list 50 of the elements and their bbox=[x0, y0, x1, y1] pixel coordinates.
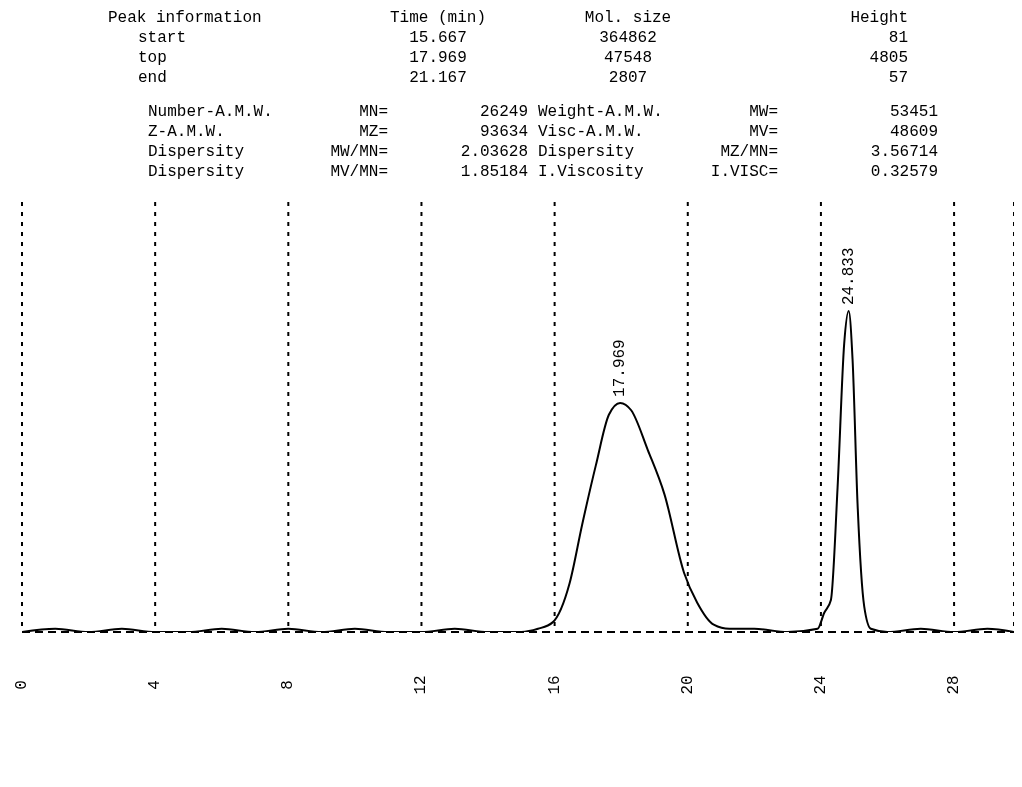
text: Time (min) bbox=[389, 8, 487, 28]
text: Z-A.M.W. bbox=[148, 122, 226, 142]
text: 0.32579 bbox=[869, 162, 938, 182]
text: Number-A.M.W. bbox=[148, 102, 274, 122]
text: MV/MN= bbox=[329, 162, 388, 182]
text: 2807 bbox=[607, 68, 649, 88]
annotation: 24.833 bbox=[839, 247, 858, 306]
text: 48609 bbox=[889, 122, 938, 142]
text: MN= bbox=[358, 102, 388, 122]
text: MZ= bbox=[358, 122, 388, 142]
text: I.Viscosity bbox=[538, 162, 645, 182]
text: 17.969 bbox=[408, 48, 468, 68]
text: MW= bbox=[748, 102, 778, 122]
x-tick-label: 0 bbox=[13, 680, 31, 690]
text: Weight-A.M.W. bbox=[538, 102, 664, 122]
text: 81 bbox=[887, 28, 908, 48]
text: start bbox=[137, 28, 187, 48]
text: 364862 bbox=[598, 28, 658, 48]
x-tick-label: 24 bbox=[811, 675, 830, 695]
text: 3.56714 bbox=[869, 142, 938, 162]
text: 15.667 bbox=[408, 28, 468, 48]
text: Mol. size bbox=[583, 8, 673, 28]
text: 1.85184 bbox=[459, 162, 528, 182]
text: 57 bbox=[887, 68, 908, 88]
text: Dispersity bbox=[148, 142, 245, 162]
text: end bbox=[137, 68, 168, 88]
text: 2.03628 bbox=[459, 142, 528, 162]
x-tick-label: 20 bbox=[678, 675, 697, 695]
x-tick-label: 8 bbox=[279, 680, 298, 690]
text: 93634 bbox=[479, 122, 528, 142]
text: Visc-A.M.W. bbox=[538, 122, 645, 142]
x-tick-label: 28 bbox=[945, 675, 964, 695]
text: 21.167 bbox=[408, 68, 468, 88]
text: MW/MN= bbox=[329, 142, 388, 162]
x-tick-label: 16 bbox=[545, 675, 564, 695]
text: Dispersity bbox=[538, 142, 635, 162]
text: top bbox=[137, 48, 168, 68]
text: 47548 bbox=[603, 48, 653, 68]
text: MV= bbox=[748, 122, 778, 142]
text: Peak information bbox=[108, 8, 263, 28]
x-tick-label: 12 bbox=[412, 675, 431, 695]
annotation: 17.969 bbox=[611, 339, 630, 397]
text: I.VISC= bbox=[709, 162, 778, 182]
text: Height bbox=[849, 8, 908, 28]
text: 53451 bbox=[889, 102, 938, 122]
text: 26249 bbox=[479, 102, 528, 122]
text: Dispersity bbox=[148, 162, 245, 182]
text: 4805 bbox=[868, 48, 908, 68]
x-tick-label: 4 bbox=[146, 680, 165, 690]
text: MZ/MN= bbox=[719, 142, 778, 162]
